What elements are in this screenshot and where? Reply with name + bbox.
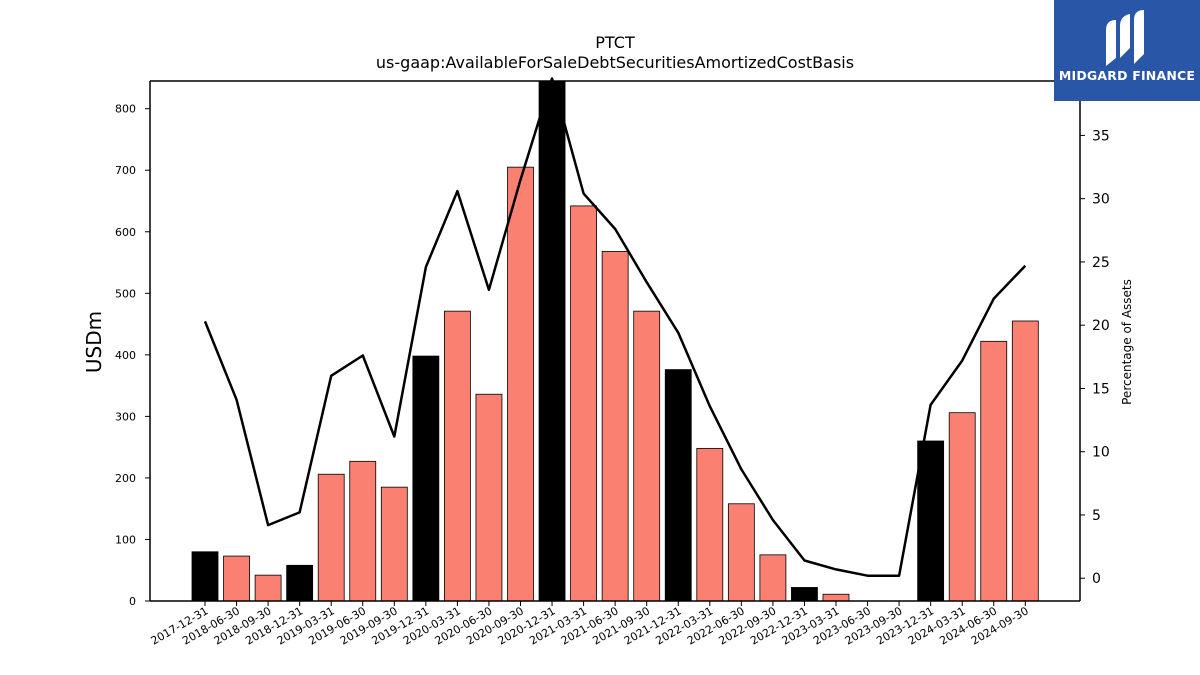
bar-2022-09-30: [759, 554, 787, 601]
ytick-label-100: 100: [115, 533, 136, 546]
ytick-right-label-10: 10: [1092, 445, 1110, 461]
ytick-right-label-20: 20: [1092, 318, 1110, 334]
bar-2021-03-31: [570, 205, 597, 601]
bar-2021-12-31: [664, 369, 692, 601]
ytick-right-label-5: 5: [1092, 508, 1101, 524]
ytick-label-300: 300: [115, 410, 136, 423]
bars-layer: [191, 81, 1039, 601]
bar-2019-12-31: [412, 355, 440, 601]
bar-2019-03-31: [317, 473, 345, 601]
bar-2023-12-31: [917, 440, 945, 601]
bar-2022-12-31: [791, 587, 818, 601]
ytick-right-label-0: 0: [1092, 571, 1101, 587]
ytick-label-600: 600: [115, 226, 136, 239]
bar-2022-03-31: [696, 447, 724, 601]
bar-2018-12-31: [286, 564, 314, 601]
bar-2022-06-30: [727, 503, 755, 601]
logo-text: MIDGARD FINANCE: [1058, 68, 1196, 83]
bar-2023-03-31: [822, 593, 850, 601]
bar-2020-09-30: [507, 166, 534, 601]
ytick-right-label-15: 15: [1092, 381, 1110, 397]
bar-2019-09-30: [380, 486, 408, 601]
line-series: [203, 77, 1027, 577]
ytick-right-label-30: 30: [1092, 192, 1110, 208]
bar-2018-06-30: [223, 555, 250, 601]
chart-title: PTCT: [595, 33, 635, 52]
ytick-label-700: 700: [115, 164, 136, 177]
bar-2019-06-30: [349, 460, 377, 601]
bar-2021-06-30: [601, 251, 629, 601]
ytick-right-label-35: 35: [1092, 128, 1110, 144]
y-axis-right-label: Percentage of Assets: [1120, 279, 1134, 405]
bar-2024-03-31: [948, 412, 976, 601]
logo-mark-icon: [1106, 10, 1144, 66]
brand-logo: MIDGARD FINANCE: [1054, 0, 1200, 101]
y-axis-label: USDm: [82, 311, 106, 373]
bar-2020-03-31: [443, 310, 471, 601]
ytick-right-label-25: 25: [1092, 255, 1110, 271]
ytick-label-200: 200: [115, 472, 136, 485]
bar-2024-09-30: [1011, 320, 1039, 601]
line-layer: [203, 77, 1027, 577]
chart-subtitle: us-gaap:AvailableForSaleDebtSecuritiesAm…: [376, 53, 854, 72]
bar-2017-12-31: [191, 551, 219, 601]
ytick-label-500: 500: [115, 287, 136, 300]
bar-2020-12-31: [538, 81, 566, 601]
ytick-label-400: 400: [115, 349, 136, 362]
ytick-label-0: 0: [129, 595, 136, 608]
bar-2018-09-30: [254, 574, 282, 601]
ytick-label-800: 800: [115, 103, 136, 116]
bar-2020-06-30: [475, 393, 503, 601]
bar-2021-09-30: [633, 310, 661, 601]
bar-2024-06-30: [980, 340, 1008, 601]
